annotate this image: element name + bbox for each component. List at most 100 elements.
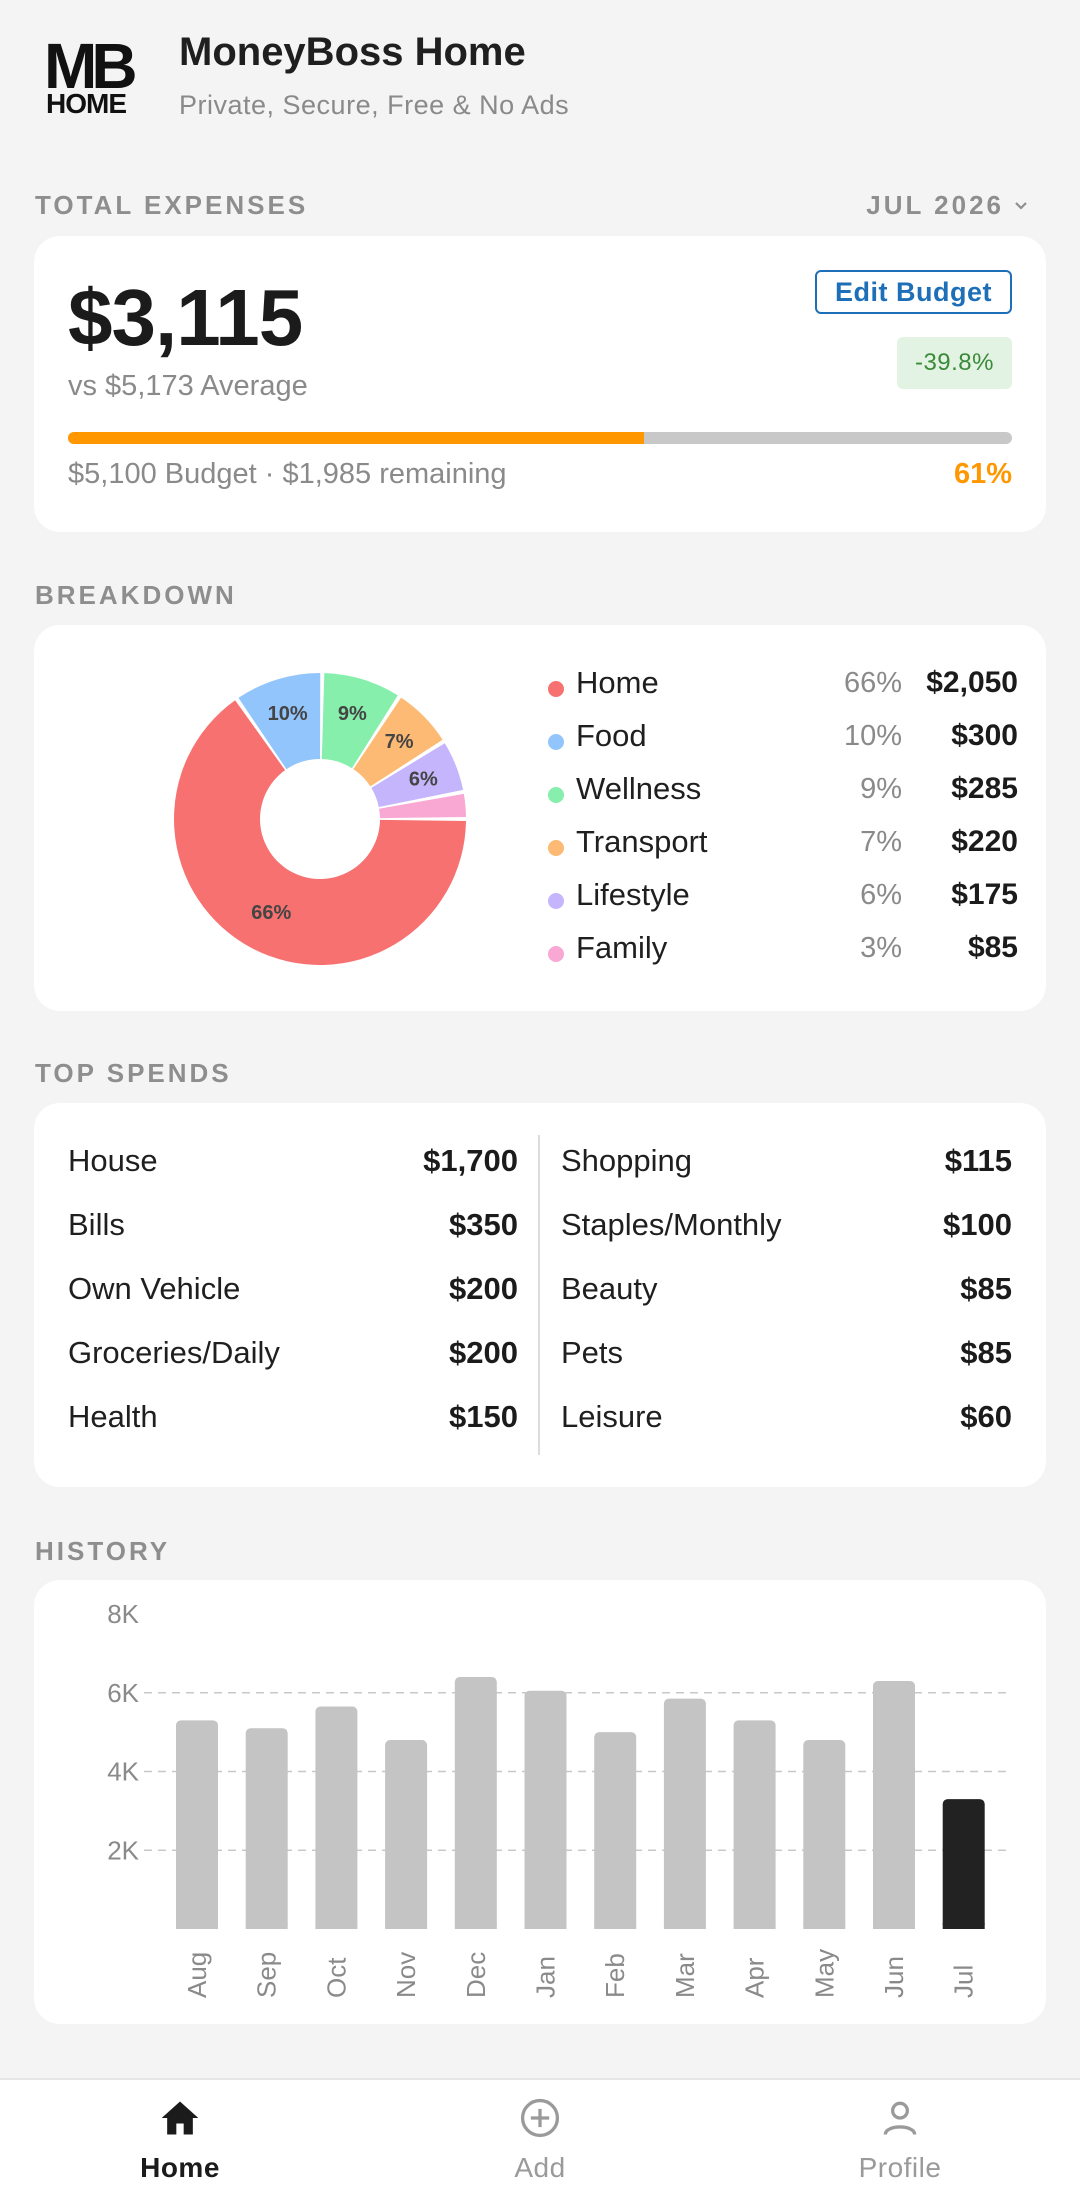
history-bar-chart: 2K 4K 6K 8K Aug Sep Oct Nov Dec Jan Feb Mar Apr May Ju… xyxy=(107,1599,1009,1998)
history-bar-base xyxy=(385,1923,428,1929)
donut-slice-label: 6% xyxy=(409,769,438,791)
legend-dot xyxy=(548,681,564,697)
x-tick-label: May xyxy=(809,1949,839,1998)
spend-row: Own Vehicle $200 xyxy=(68,1271,518,1335)
breakdown-card: 66% 10% 9% 7% 6% Home 66% $2,050 Food 10% $300 Wel… xyxy=(34,625,1046,1011)
x-tick-label: Jul xyxy=(949,1965,979,1998)
spend-row: Shopping $115 xyxy=(561,1143,1012,1207)
legend-item-transport: Transport 7% $220 xyxy=(548,824,1018,877)
donut-slice-wellness xyxy=(321,673,398,769)
x-tick-label: Oct xyxy=(321,1957,351,1998)
legend-dot xyxy=(548,734,564,750)
app-subtitle: Private, Secure, Free & No Ads xyxy=(179,90,570,120)
history-bar-feb[interactable] xyxy=(594,1732,637,1929)
nav-profile[interactable]: Profile xyxy=(800,2080,1000,2202)
x-tick-label: Apr xyxy=(740,1957,770,1998)
x-tick-label: Dec xyxy=(461,1952,491,1998)
x-tick-label: Aug xyxy=(182,1952,212,1998)
history-bar-jul[interactable] xyxy=(942,1799,985,1929)
legend-value: $2,050 xyxy=(926,666,1018,699)
nav-home[interactable]: Home xyxy=(80,2080,280,2202)
breakdown-legend: Home 66% $2,050 Food 10% $300 Wellness 9% $285 Tr… xyxy=(548,665,1018,983)
history-bar-dec[interactable] xyxy=(454,1677,497,1929)
logo-mb: MB xyxy=(44,30,137,102)
legend-name: Transport xyxy=(576,824,708,859)
history-bar-apr[interactable] xyxy=(733,1720,776,1929)
legend-name: Home xyxy=(576,665,659,700)
month-picker[interactable]: JUL 2026 xyxy=(866,190,1030,221)
history-bar-aug[interactable] xyxy=(176,1720,218,1929)
spend-row: Pets $85 xyxy=(561,1335,1012,1399)
legend-item-family: Family 3% $85 xyxy=(548,930,1018,983)
x-tick-label: Jan xyxy=(531,1956,561,1998)
home-icon xyxy=(161,2101,199,2135)
spend-row: House $1,700 xyxy=(68,1143,518,1207)
spend-row: Beauty $85 xyxy=(561,1271,1012,1335)
legend-percent: 7% xyxy=(860,826,902,858)
total-expenses-label: TOTAL EXPENSES xyxy=(35,190,309,220)
y-tick-label: 8K xyxy=(107,1599,139,1629)
history-bar-jan[interactable] xyxy=(524,1690,567,1929)
spend-amount: $200 xyxy=(449,1335,518,1370)
y-tick-label: 4K xyxy=(107,1757,139,1787)
history-bar-oct[interactable] xyxy=(315,1706,358,1929)
total-expenses-card: $3,115 vs $5,173 Average Edit Budget -39… xyxy=(34,236,1046,532)
legend-dot xyxy=(548,840,564,856)
column-divider xyxy=(538,1135,540,1455)
donut-slice-label: 7% xyxy=(385,731,414,753)
spend-amount: $150 xyxy=(449,1399,518,1434)
legend-percent: 6% xyxy=(860,879,902,911)
budget-summary: $5,100 Budget · $1,985 remaining xyxy=(68,458,507,490)
y-tick-label: 2K xyxy=(107,1835,139,1865)
legend-percent: 9% xyxy=(860,773,902,805)
history-bar-nov[interactable] xyxy=(385,1740,428,1929)
legend-value: $285 xyxy=(951,772,1018,805)
legend-dot xyxy=(548,787,564,803)
spend-category: Pets xyxy=(561,1335,624,1370)
history-label: HISTORY xyxy=(35,1536,171,1566)
total-amount: $3,115 xyxy=(68,273,303,362)
spend-row: Bills $350 xyxy=(68,1207,518,1271)
legend-item-wellness: Wellness 9% $285 xyxy=(548,771,1018,824)
average-comparison: vs $5,173 Average xyxy=(68,370,308,402)
legend-name: Food xyxy=(576,718,647,753)
history-bar-may[interactable] xyxy=(803,1740,846,1929)
top-spends-card: House $1,700 Bills $350 Own Vehicle $200 Groce… xyxy=(34,1103,1046,1487)
history-bar-base xyxy=(245,1923,288,1929)
donut-slice-home xyxy=(173,700,466,965)
legend-value: $175 xyxy=(951,878,1018,911)
budget-used-percent: 61% xyxy=(953,458,1012,490)
budget-progress-bar xyxy=(68,432,1012,444)
legend-value: $220 xyxy=(951,825,1018,858)
spend-category: Staples/Monthly xyxy=(561,1207,782,1242)
history-bar-base xyxy=(454,1923,497,1929)
nav-add[interactable]: Add xyxy=(440,2080,640,2202)
spend-category: Shopping xyxy=(561,1143,693,1178)
history-bar-base xyxy=(803,1923,846,1929)
legend-value: $85 xyxy=(967,931,1018,964)
legend-dot xyxy=(548,893,564,909)
history-bar-base xyxy=(594,1923,637,1929)
history-bar-base xyxy=(663,1923,706,1929)
spend-category: Health xyxy=(68,1399,158,1434)
month-label: JUL 2026 xyxy=(866,190,1004,220)
spend-row: Health $150 xyxy=(68,1399,518,1463)
spend-amount: $85 xyxy=(960,1271,1012,1306)
donut-slice-label: 9% xyxy=(338,703,367,725)
bottom-navigation: Home Add Profile xyxy=(0,2078,1080,2202)
edit-budget-button[interactable]: Edit Budget xyxy=(815,270,1012,314)
history-bar-jun[interactable] xyxy=(873,1680,915,1929)
x-tick-label: Feb xyxy=(600,1953,630,1998)
history-bar-mar[interactable] xyxy=(663,1698,706,1929)
spend-amount: $350 xyxy=(449,1207,518,1242)
spend-category: Leisure xyxy=(561,1399,663,1434)
change-badge: -39.8% xyxy=(896,337,1012,389)
legend-percent: 3% xyxy=(860,932,902,964)
history-bar-sep[interactable] xyxy=(245,1728,288,1929)
app-logo: MB HOME xyxy=(44,34,144,118)
add-circle-icon xyxy=(520,2098,560,2138)
legend-item-food: Food 10% $300 xyxy=(548,718,1018,771)
app-title: MoneyBoss Home xyxy=(179,30,526,74)
y-tick-label: 6K xyxy=(107,1678,139,1708)
x-tick-label: Jun xyxy=(879,1956,909,1998)
